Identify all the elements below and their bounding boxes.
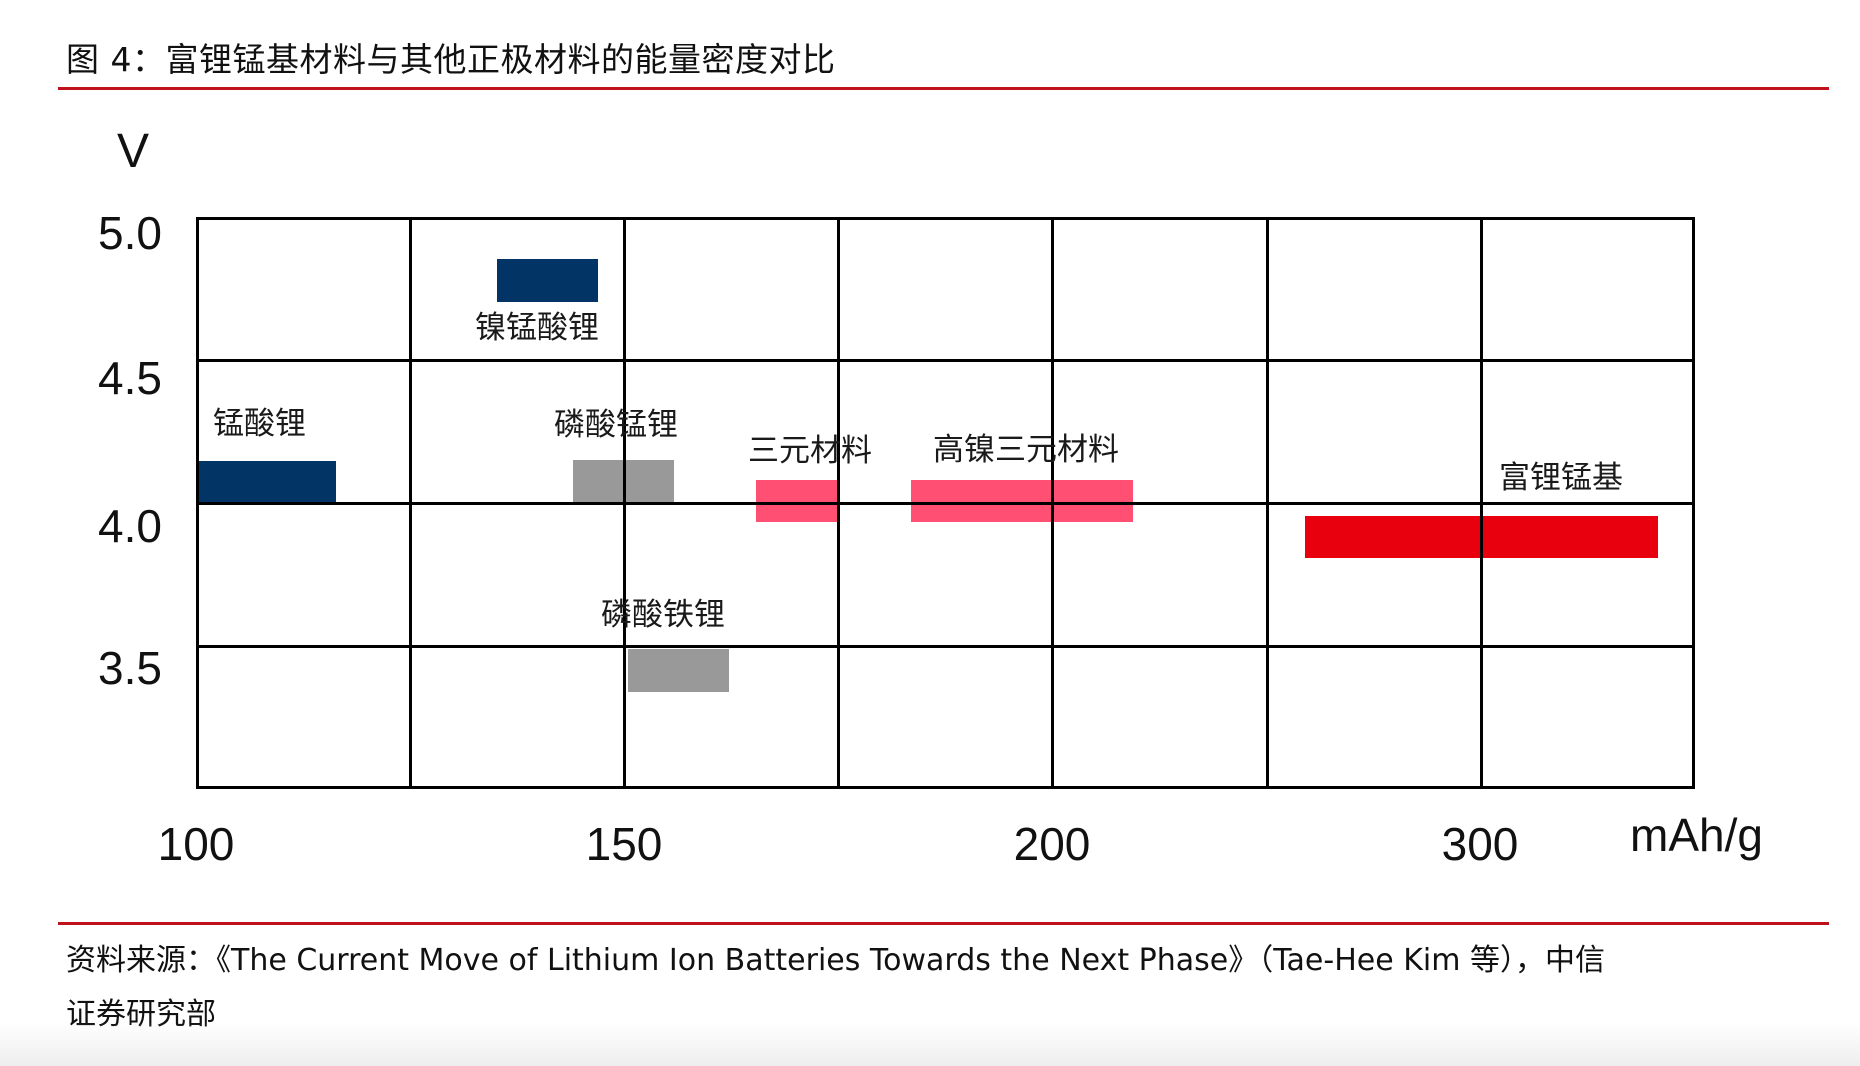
source-rule — [58, 922, 1829, 925]
bottom-shadow — [0, 1022, 1860, 1066]
y-tick-4.0: 4.0 — [98, 500, 162, 552]
bar-high-ni-ncm — [911, 480, 1133, 522]
title-rule — [58, 87, 1829, 90]
bar-label: 富锂锰基 — [1499, 460, 1623, 496]
x-tick-300: 300 — [1441, 818, 1519, 870]
source-line-1: 资料来源：《The Current Move of Lithium Ion Ba… — [66, 943, 1605, 978]
y-axis-unit: V — [117, 125, 150, 178]
bar-lmo — [197, 461, 336, 504]
x-tick-150: 150 — [585, 818, 663, 870]
bar-ncm — [756, 480, 838, 522]
bar-label: 镍锰酸锂 — [475, 310, 599, 346]
bar-label: 三元材料 — [748, 433, 872, 469]
x-axis-unit: mAh/g — [1630, 809, 1763, 861]
bar-lfp — [628, 649, 729, 692]
grid-hline — [196, 502, 1695, 505]
x-tick-100: 100 — [157, 818, 235, 870]
grid-hline — [196, 359, 1695, 362]
bar-label: 高镍三元材料 — [933, 432, 1119, 468]
bar-label: 磷酸锰锂 — [554, 407, 678, 443]
figure-title: 图 4：富锂锰基材料与其他正极材料的能量密度对比 — [66, 40, 836, 79]
y-tick-3.5: 3.5 — [98, 642, 162, 694]
grid-hline — [196, 645, 1695, 648]
x-tick-200: 200 — [1013, 818, 1091, 870]
bar-label: 磷酸铁锂 — [601, 597, 725, 633]
bar-label: 锰酸锂 — [213, 406, 306, 442]
bar-lnmo — [497, 259, 598, 302]
y-tick-5.0: 5.0 — [98, 207, 162, 259]
y-tick-4.5: 4.5 — [98, 352, 162, 404]
